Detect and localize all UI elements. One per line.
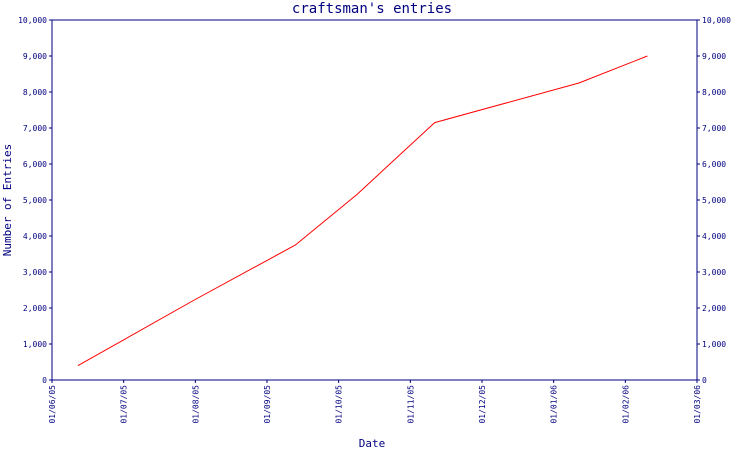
x-tick-label: 01/06/05 bbox=[48, 385, 57, 424]
y-tick-label-right: 1,000 bbox=[702, 340, 726, 349]
y-tick-label-left: 7,000 bbox=[23, 124, 47, 133]
y-tick-label-right: 9,000 bbox=[702, 52, 726, 61]
y-tick-label-left: 10,000 bbox=[18, 16, 47, 25]
y-tick-label-left: 1,000 bbox=[23, 340, 47, 349]
chart-title: craftsman's entries bbox=[292, 1, 452, 17]
x-tick-label: 01/02/06 bbox=[621, 385, 630, 424]
y-tick-label-right: 3,000 bbox=[702, 268, 726, 277]
series-group bbox=[77, 55, 648, 367]
y-tick-label-left: 6,000 bbox=[23, 160, 47, 169]
y-tick-label-left: 4,000 bbox=[23, 232, 47, 241]
y-tick-label-left: 3,000 bbox=[23, 268, 47, 277]
x-tick-label: 01/03/06 bbox=[693, 385, 702, 424]
y-tick-label-left: 8,000 bbox=[23, 88, 47, 97]
y-tick-label-right: 7,000 bbox=[702, 124, 726, 133]
y-tick-label-right: 2,000 bbox=[702, 304, 726, 313]
y-tick-label-left: 2,000 bbox=[23, 304, 47, 313]
y-tick-label-right: 6,000 bbox=[702, 160, 726, 169]
y-tick-label-left: 5,000 bbox=[23, 196, 47, 205]
x-tick-label: 01/01/06 bbox=[550, 385, 559, 424]
x-axis: 01/06/05 01/07/05 01/08/05 01/09/05 01/10/05… bbox=[48, 380, 702, 424]
x-tick-label: 01/10/05 bbox=[335, 385, 344, 424]
x-tick-label: 01/11/05 bbox=[406, 385, 415, 424]
y-axis-left: 0 1,000 2,000 3,000 4,000 5,000 6,000 7,000 8,00… bbox=[18, 16, 52, 385]
y-tick-label-left: 0 bbox=[42, 376, 47, 385]
y-tick-label-left: 9,000 bbox=[23, 52, 47, 61]
y-axis-label: Number of Entries bbox=[1, 144, 14, 257]
x-tick-label: 01/09/05 bbox=[263, 385, 272, 424]
y-tick-label-right: 0 bbox=[702, 376, 707, 385]
y-tick-label-right: 4,000 bbox=[702, 232, 726, 241]
y-axis-right: 0 1,000 2,000 3,000 4,000 5,000 6,000 7,000 8,00… bbox=[697, 16, 731, 385]
x-tick-label: 01/07/05 bbox=[120, 385, 129, 424]
y-tick-label-right: 5,000 bbox=[702, 196, 726, 205]
x-tick-label: 01/12/05 bbox=[478, 385, 487, 424]
x-tick-label: 01/08/05 bbox=[191, 385, 200, 424]
series-line bbox=[77, 55, 648, 367]
y-tick-label-right: 8,000 bbox=[702, 88, 726, 97]
x-axis-label: Date bbox=[359, 437, 386, 450]
y-tick-label-right: 10,000 bbox=[702, 16, 731, 25]
